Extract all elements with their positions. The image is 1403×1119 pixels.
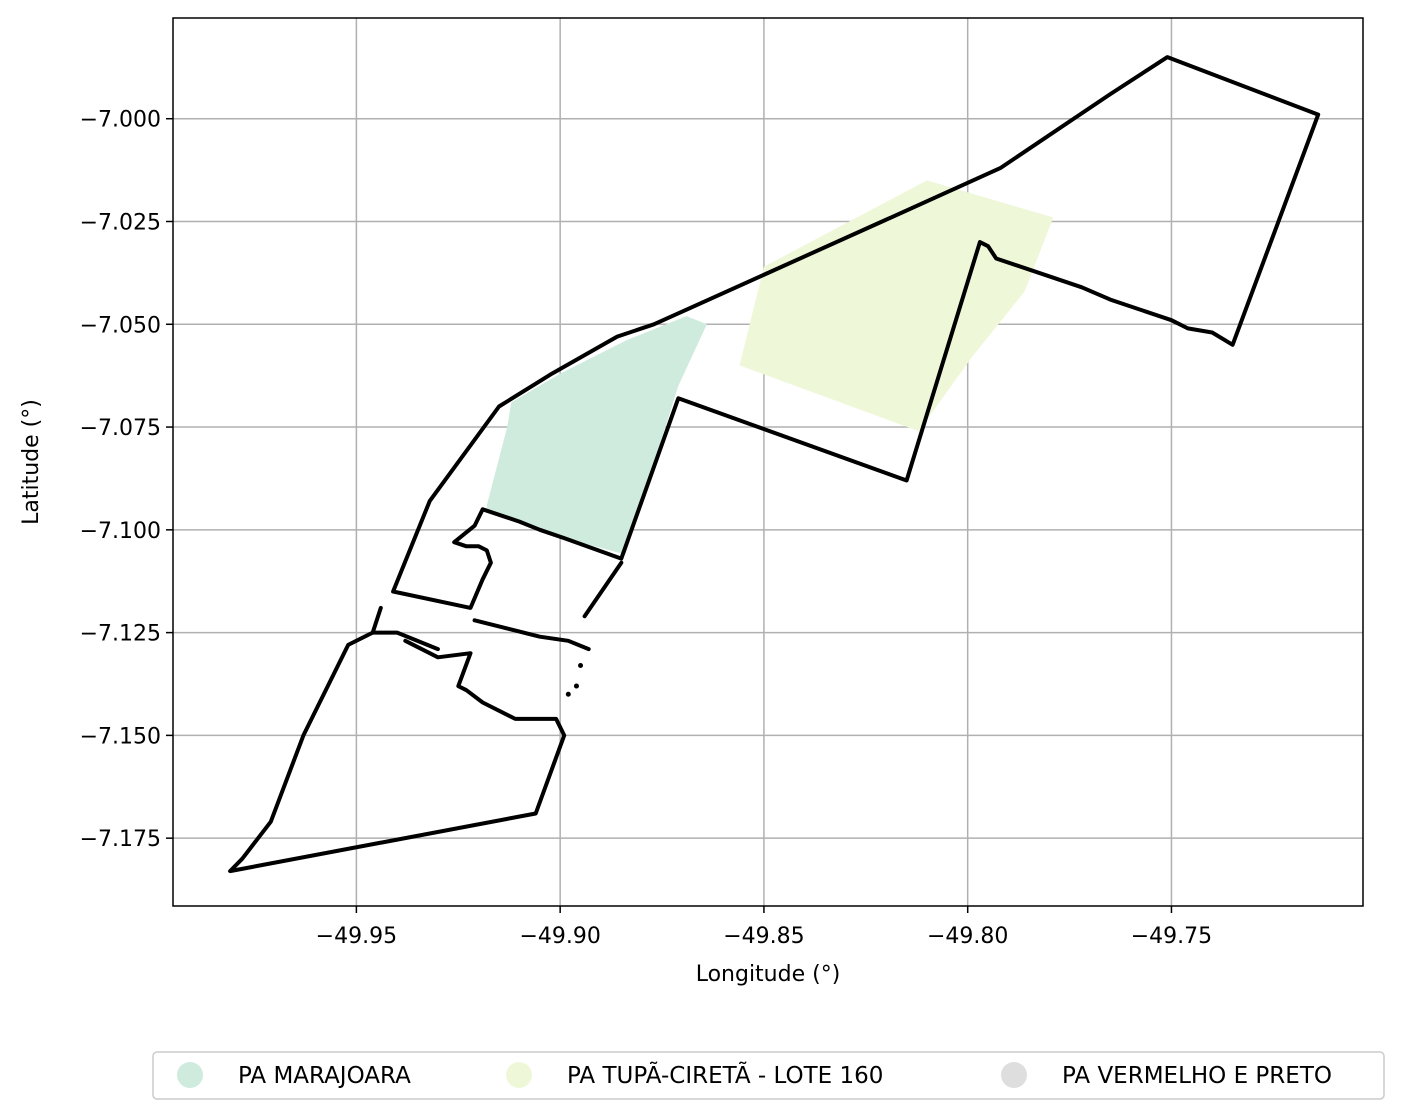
boundary-segment xyxy=(228,630,567,874)
x-tick-label: −49.95 xyxy=(316,924,397,949)
boundary-segment xyxy=(582,560,624,619)
area-layer xyxy=(486,180,1054,555)
boundary-point xyxy=(565,691,571,697)
legend-marker xyxy=(1001,1062,1027,1088)
tick-layer: −49.95 −49.90 −49.85 −49.80 −49.75 −7.000 −7.0… xyxy=(80,108,1213,949)
y-tick-label: −7.150 xyxy=(80,724,161,749)
y-tick-label: −7.000 xyxy=(80,108,161,133)
legend-frame xyxy=(152,1051,1385,1100)
y-axis-label: Latitude (°) xyxy=(19,399,44,525)
x-tick-label: −49.85 xyxy=(723,924,804,949)
legend-label: PA VERMELHO E PRETO xyxy=(1062,1063,1332,1089)
y-tick-label: −7.075 xyxy=(80,416,161,441)
area-pa-marajoara xyxy=(486,316,707,555)
legend-marker xyxy=(506,1062,532,1088)
x-axis-label: Longitude (°) xyxy=(696,962,841,987)
x-tick-label: −49.75 xyxy=(1131,924,1212,949)
boundary-layer xyxy=(228,55,1321,874)
area-pa-tup-ciret-lote-160 xyxy=(739,180,1054,432)
grid xyxy=(173,18,1363,906)
boundary-point xyxy=(578,663,584,668)
y-tick-label: −7.025 xyxy=(80,211,161,236)
legend-label: PA MARAJOARA xyxy=(238,1063,411,1089)
legend-marker xyxy=(177,1062,203,1088)
boundary-segment xyxy=(370,605,383,635)
y-tick-label: −7.125 xyxy=(80,622,161,647)
boundary-point xyxy=(573,683,579,689)
plot-frame xyxy=(172,17,1364,907)
legend: PA MARAJOARA PA TUPÃ-CIRETÃ - LOTE 160 PA … xyxy=(152,1051,1385,1100)
boundary-segment xyxy=(472,618,591,652)
y-tick-label: −7.100 xyxy=(80,519,161,544)
boundary-segment xyxy=(391,55,1321,610)
x-tick-label: −49.80 xyxy=(927,924,1008,949)
legend-label: PA TUPÃ-CIRETÃ - LOTE 160 xyxy=(567,1061,883,1089)
y-tick-label: −7.050 xyxy=(80,313,161,338)
y-tick-label: −7.175 xyxy=(80,827,161,852)
x-tick-label: −49.90 xyxy=(519,924,600,949)
